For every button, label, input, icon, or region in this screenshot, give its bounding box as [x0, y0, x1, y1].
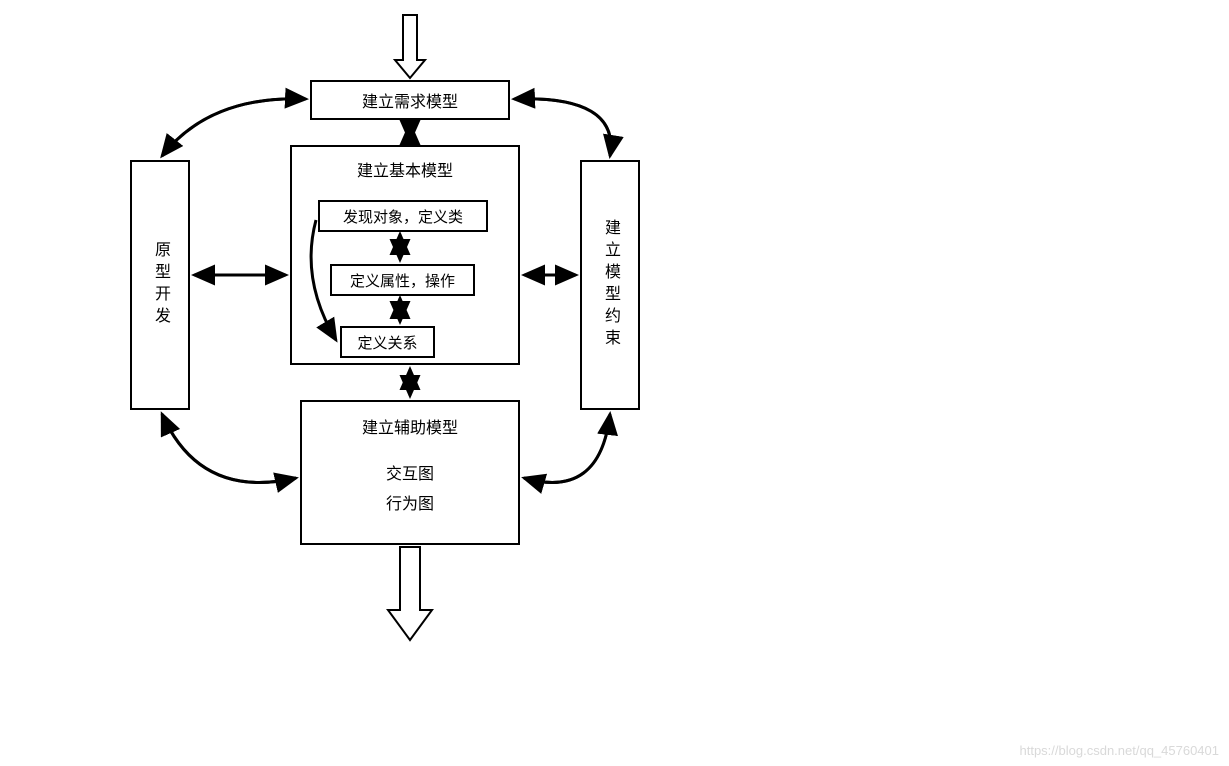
inner-discover-objects: 发现对象，定义类 — [318, 200, 488, 232]
node-basic-model-title: 建立基本模型 — [292, 157, 518, 181]
node-requirements: 建立需求模型 — [310, 80, 510, 120]
node-constraints-label: 建立模型约束 — [598, 219, 622, 351]
node-constraints: 建立模型约束 — [580, 160, 640, 410]
node-aux-model-title: 建立辅助模型 — [302, 414, 518, 438]
node-prototype-label: 原型开发 — [148, 241, 172, 329]
entry-arrow-icon — [395, 15, 425, 78]
node-aux-model: 建立辅助模型 交互图 行为图 — [300, 400, 520, 545]
node-requirements-label: 建立需求模型 — [362, 88, 458, 112]
inner-discover-objects-label: 发现对象，定义类 — [343, 206, 463, 227]
inner-define-attrs-label: 定义属性，操作 — [350, 270, 455, 291]
exit-arrow-icon — [388, 547, 432, 640]
node-prototype: 原型开发 — [130, 160, 190, 410]
inner-define-relations-label: 定义关系 — [357, 332, 417, 353]
node-aux-model-line2: 行为图 — [302, 490, 518, 514]
watermark: https://blog.csdn.net/qq_45760401 — [1020, 743, 1220, 758]
node-aux-model-line1: 交互图 — [302, 460, 518, 484]
inner-define-relations: 定义关系 — [340, 326, 435, 358]
diagram-canvas: 建立需求模型 原型开发 建立模型约束 建立基本模型 发现对象，定义类 定义属性，… — [0, 0, 1229, 766]
inner-define-attrs: 定义属性，操作 — [330, 264, 475, 296]
